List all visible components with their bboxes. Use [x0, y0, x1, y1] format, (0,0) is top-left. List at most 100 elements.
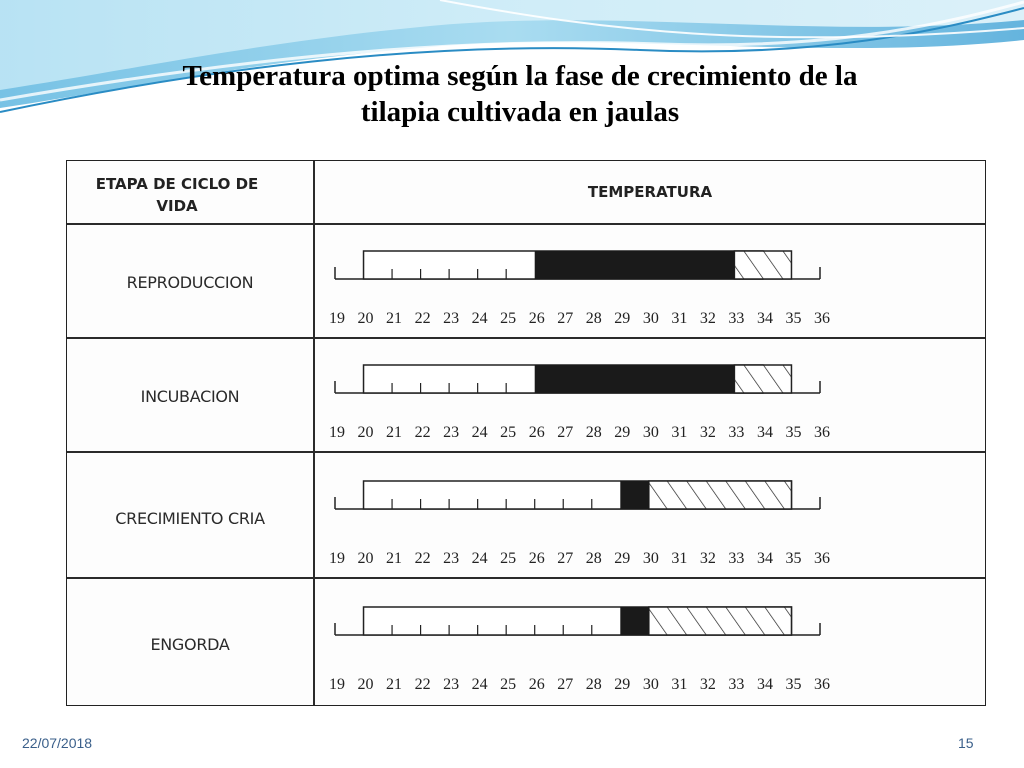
- temperature-bar-engorda: 19 20 21 22 23 24 25 26 27 28 29 30 31 32 33 34 35 36: [329, 606, 830, 693]
- scale-label: 26: [529, 310, 545, 327]
- scale-label: 31: [671, 550, 687, 567]
- optimal-range-bar: [620, 607, 649, 635]
- hatched-range-bar: [733, 250, 793, 280]
- scale-label: 32: [700, 550, 716, 567]
- scale-label: 29: [614, 550, 630, 567]
- table-row: INCUBACION 19 20 21 22 23 24 25 26 27 28 29 30 31 32 3…: [67, 339, 985, 453]
- slide-title: Temperatura optima según la fase de crec…: [100, 58, 940, 130]
- scale-label: 35: [785, 676, 801, 693]
- scale-label: 25: [500, 310, 516, 327]
- temperature-bar-crecimiento-cria: 19 20 21 22 23 24 25 26 27 28 29 30 31 32 33 34 35 36: [329, 480, 830, 567]
- hatched-range-bar: [648, 606, 793, 636]
- scale-label: 34: [757, 424, 773, 441]
- scale-label: 27: [557, 424, 573, 441]
- table-row: REPRODUCCION 19 20 21 22 23 24 25 26 27 28 29 30 31 3…: [67, 225, 985, 339]
- table-row: CRECIMIENTO CRIA 19 20 21 22 23 24 25 26 27 28 29 3…: [67, 453, 985, 579]
- scale-label: 25: [500, 424, 516, 441]
- scale-label: 36: [814, 550, 830, 567]
- scale-label: 23: [443, 310, 459, 327]
- table-row: ENGORDA 19 20 21 22 23 24 25 26 27 28 29 30 31 32 33 34…: [67, 579, 985, 705]
- scale-label: 36: [814, 310, 830, 327]
- scale-label: 19: [329, 676, 345, 693]
- optimal-range-bar: [620, 481, 649, 509]
- scale-label: 23: [443, 424, 459, 441]
- scale-label: 31: [671, 424, 687, 441]
- scale-label: 36: [814, 676, 830, 693]
- scale-label: 31: [671, 676, 687, 693]
- scale-label: 27: [557, 550, 573, 567]
- scale-label: 28: [586, 424, 602, 441]
- scale-label: 29: [614, 676, 630, 693]
- scale-label: 20: [358, 550, 374, 567]
- scale-label: 25: [500, 550, 516, 567]
- scale-label: 33: [728, 550, 744, 567]
- slide-title-line2: tilapia cultivada en jaulas: [360, 96, 680, 128]
- scale-label: 35: [785, 310, 801, 327]
- scale-label: 22: [415, 424, 431, 441]
- scale-label: 24: [472, 424, 488, 441]
- stage-label: ENGORDA: [150, 635, 230, 654]
- slide-date: 22/07/2018: [22, 735, 93, 751]
- scale-label: 28: [586, 676, 602, 693]
- slide-page-number: 15: [958, 735, 974, 751]
- stage-label: REPRODUCCION: [126, 273, 254, 292]
- scale-label: 21: [386, 310, 402, 327]
- header-swoosh-decoration: [0, 0, 1024, 113]
- scale-label: 24: [472, 550, 488, 567]
- temperature-column-header: TEMPERATURA: [587, 183, 713, 201]
- table-header-row: ETAPA DE CICLO DE VIDA TEMPERATURA: [67, 161, 985, 225]
- scale-label: 30: [643, 310, 659, 327]
- stage-label: INCUBACION: [140, 387, 240, 406]
- scale-label: 34: [757, 310, 773, 327]
- scale-label: 23: [443, 676, 459, 693]
- scale-label: 20: [358, 310, 374, 327]
- scale-label: 32: [700, 676, 716, 693]
- scale-label: 26: [529, 424, 545, 441]
- scale-label: 19: [329, 310, 345, 327]
- scale-label: 25: [500, 676, 516, 693]
- scale-label: 35: [785, 424, 801, 441]
- scale-label: 23: [443, 550, 459, 567]
- scale-label: 30: [643, 550, 659, 567]
- scale-label: 30: [643, 424, 659, 441]
- optimal-range-bar: [534, 365, 735, 393]
- scale-label: 28: [586, 550, 602, 567]
- scale-label: 20: [358, 424, 374, 441]
- scale-label: 22: [415, 550, 431, 567]
- scale-label: 34: [757, 676, 773, 693]
- scale-label: 33: [728, 424, 744, 441]
- scale-label: 29: [614, 310, 630, 327]
- scale-label: 33: [728, 310, 744, 327]
- slide-title-line1: Temperatura optima según la fase de crec…: [182, 60, 858, 92]
- optimal-range-bar: [534, 251, 735, 279]
- stage-label: CRECIMIENTO CRIA: [115, 509, 265, 528]
- scale-label: 20: [358, 676, 374, 693]
- scale-label: 27: [557, 676, 573, 693]
- temperature-table-figure: ETAPA DE CICLO DE VIDA TEMPERATURA REPRO…: [66, 160, 986, 706]
- hatched-range-bar: [648, 480, 793, 510]
- scale-label: 26: [529, 550, 545, 567]
- temperature-bar-reproduccion: 19 20 21 22 23 24 25 26 27 28 29 30 31 32 33 34 35 36: [329, 250, 830, 327]
- scale-label: 21: [386, 550, 402, 567]
- scale-label: 29: [614, 424, 630, 441]
- scale-label: 35: [785, 550, 801, 567]
- scale-label: 27: [557, 310, 573, 327]
- scale-label: 31: [671, 310, 687, 327]
- scale-label: 19: [329, 550, 345, 567]
- scale-label: 26: [529, 676, 545, 693]
- scale-label: 21: [386, 424, 402, 441]
- scale-label: 30: [643, 676, 659, 693]
- stage-column-header: ETAPA DE CICLO DE VIDA: [77, 173, 277, 217]
- scale-label: 21: [386, 676, 402, 693]
- scale-label: 24: [472, 310, 488, 327]
- scale-label: 22: [415, 310, 431, 327]
- hatched-range-bar: [733, 364, 793, 394]
- temperature-bar-incubacion: 19 20 21 22 23 24 25 26 27 28 29 30 31 32 33 34 35 36: [329, 364, 830, 441]
- scale-label: 32: [700, 424, 716, 441]
- scale-label: 22: [415, 676, 431, 693]
- scale-label: 36: [814, 424, 830, 441]
- scale-label: 34: [757, 550, 773, 567]
- stage-header-line2: VIDA: [156, 197, 198, 215]
- scale-label: 28: [586, 310, 602, 327]
- scale-label: 32: [700, 310, 716, 327]
